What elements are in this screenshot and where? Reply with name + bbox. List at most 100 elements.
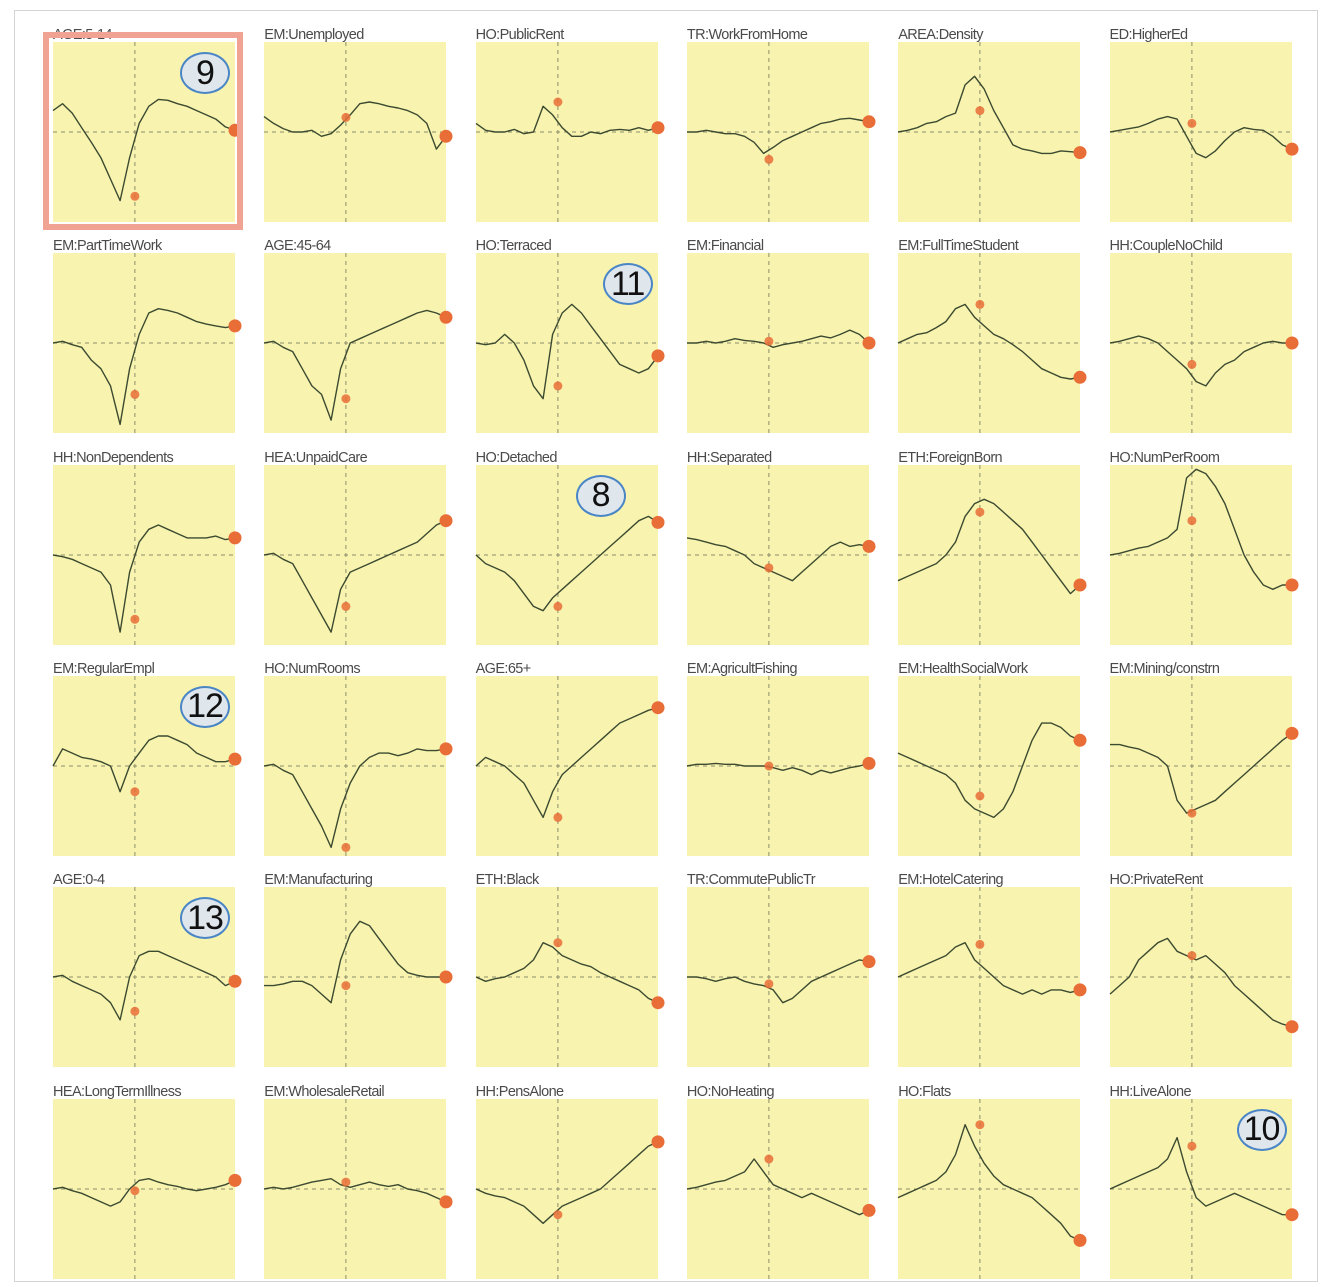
end-marker <box>439 970 453 984</box>
center-marker <box>552 601 562 611</box>
center-marker <box>1186 1141 1196 1151</box>
panel-title: EM:PartTimeWork <box>53 238 162 255</box>
panel-title: EM:HealthSocialWork <box>898 660 1028 677</box>
center-marker <box>1186 951 1196 961</box>
panel-ho-numrooms[interactable]: HO:NumRooms <box>264 661 453 856</box>
panel-em-mining-constrn[interactable]: EM:Mining/constrn <box>1109 661 1298 856</box>
callout-badge: 12 <box>180 685 230 728</box>
series-line <box>686 762 870 776</box>
center-marker <box>341 842 351 852</box>
center-marker <box>341 1177 351 1187</box>
panel-hh-livealone[interactable]: HH:LiveAlone <box>1109 1084 1298 1279</box>
panel-title: EM:Unemployed <box>264 27 364 43</box>
panel-tr-workfromhome[interactable]: TR:WorkFromHome <box>686 27 876 222</box>
panel-hh-nondependents[interactable]: HH:NonDependents <box>52 450 242 645</box>
panel-plot <box>1109 253 1298 434</box>
center-marker <box>552 381 562 391</box>
panel-plot <box>264 1098 453 1279</box>
panel-hea-unpaidcare[interactable]: HEA:UnpaidCare <box>264 450 453 645</box>
center-marker <box>764 1154 774 1163</box>
series-line <box>686 536 870 581</box>
panel-plot <box>52 464 242 645</box>
panel-title: HH:CoupleNoChild <box>1109 238 1224 255</box>
panel-hh-separated[interactable]: HH:Separated <box>686 450 876 645</box>
panel-em-fulltimestudent[interactable]: EM:FullTimeStudent <box>897 238 1087 434</box>
panel-hea-longtermillness[interactable]: HEA:LongTermIllness <box>52 1084 242 1279</box>
panel-title: EM:HotelCatering <box>898 872 1004 889</box>
panel-plot <box>264 253 453 434</box>
end-marker <box>1073 1233 1087 1247</box>
panel-ho-publicrent[interactable]: HO:PublicRent <box>475 27 665 222</box>
series-line <box>52 1177 236 1207</box>
panel-ho-numperroom[interactable]: HO:NumPerRoom <box>1109 449 1298 645</box>
center-marker <box>764 562 774 572</box>
series-line <box>897 1123 1081 1241</box>
series-line <box>264 309 447 422</box>
end-marker <box>651 996 665 1010</box>
center-marker <box>1186 515 1196 525</box>
center-marker <box>975 1119 985 1129</box>
panel-title: EM:FullTimeStudent <box>898 238 1019 255</box>
panel-ho-detached[interactable]: HO:Detached <box>475 450 665 645</box>
panel-age-65-[interactable]: AGE:65+ <box>475 661 665 856</box>
panel-em-unemployed[interactable]: EM:Unemployed <box>263 27 453 222</box>
panel-title: AREA:Density <box>898 27 983 43</box>
series-line <box>898 75 1081 155</box>
series-line <box>1109 937 1292 1028</box>
end-marker <box>1285 336 1298 350</box>
series-line <box>897 303 1081 380</box>
panel-ed-highered[interactable]: ED:HigherEd <box>1109 27 1298 222</box>
panel-hh-couplenochild[interactable]: HH:CoupleNoChild <box>1109 238 1298 434</box>
callout-badge: 13 <box>180 897 230 940</box>
panel-age-5-14[interactable]: AGE:5-14 <box>52 27 242 222</box>
center-marker <box>975 791 985 801</box>
panel-title: HO:NumPerRoom <box>1109 449 1220 466</box>
panel-plot <box>686 253 876 434</box>
series-line <box>264 519 447 633</box>
panel-title: HO:Terraced <box>475 238 552 255</box>
panel-area-density[interactable]: AREA:Density <box>898 27 1087 222</box>
panel-em-wholesaleretail[interactable]: EM:WholesaleRetail <box>264 1083 453 1279</box>
series-line <box>475 515 658 611</box>
panel-hh-pensalone[interactable]: HH:PensAlone <box>475 1084 665 1279</box>
panel-ho-privaterent[interactable]: HO:PrivateRent <box>1109 872 1298 1068</box>
end-marker <box>651 121 665 135</box>
end-marker <box>228 974 242 988</box>
series-line <box>52 950 236 1021</box>
center-marker <box>975 300 985 310</box>
panel-plot <box>686 464 876 645</box>
panel-em-agricultfishing[interactable]: EM:AgricultFishing <box>686 660 876 856</box>
series-line <box>52 523 236 633</box>
panel-title: ETH:Black <box>475 872 540 889</box>
series-line <box>897 722 1081 818</box>
center-marker <box>975 940 985 950</box>
center-marker <box>552 812 562 822</box>
panel-age-45-64[interactable]: AGE:45-64 <box>264 238 453 434</box>
center-marker <box>764 979 774 989</box>
panel-plot <box>1109 887 1298 1068</box>
center-marker <box>341 112 351 122</box>
end-marker <box>439 513 453 527</box>
center-marker <box>552 97 562 107</box>
end-marker <box>228 123 242 137</box>
end-marker <box>439 1194 453 1208</box>
panel-ho-noheating[interactable]: HO:NoHeating <box>686 1084 876 1279</box>
panel-em-healthsocialwork[interactable]: EM:HealthSocialWork <box>897 660 1087 856</box>
panel-title: EM:WholesaleRetail <box>264 1083 385 1100</box>
panel-eth-black[interactable]: ETH:Black <box>475 872 665 1068</box>
series-line <box>52 98 236 202</box>
panel-em-hotelcatering[interactable]: EM:HotelCatering <box>897 872 1087 1068</box>
panel-eth-foreignborn[interactable]: ETH:ForeignBorn <box>897 450 1087 645</box>
panel-ho-flats[interactable]: HO:Flats <box>897 1084 1087 1279</box>
panel-em-manufacturing[interactable]: EM:Manufacturing <box>264 872 453 1068</box>
end-marker <box>439 742 453 756</box>
center-marker <box>130 614 140 624</box>
series-line <box>264 1177 447 1203</box>
panel-plot <box>264 464 453 645</box>
panel-em-parttimework[interactable]: EM:PartTimeWork <box>52 238 242 434</box>
panel-tr-commutepublictr[interactable]: TR:CommutePublicTr <box>686 872 876 1068</box>
panel-em-financial[interactable]: EM:Financial <box>686 238 876 434</box>
panel-title: EM:AgricultFishing <box>686 660 798 677</box>
end-marker <box>439 311 453 325</box>
